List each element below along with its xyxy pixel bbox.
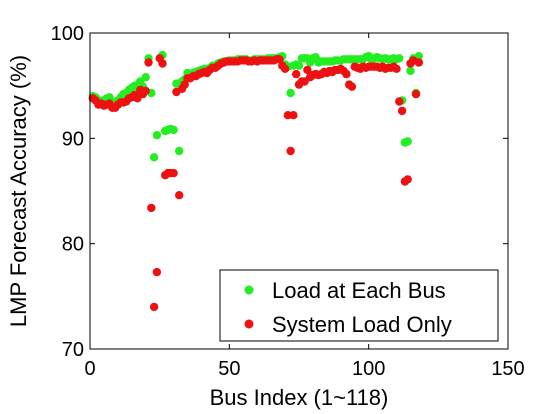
x-tick-label: 50 (218, 358, 240, 380)
data-point (294, 61, 304, 70)
x-axis-title: Bus Index (1~118) (210, 385, 389, 410)
data-point (147, 203, 156, 213)
data-point (275, 55, 284, 64)
y-tick-label: 90 (62, 128, 84, 150)
data-point (303, 65, 312, 75)
x-tick-label: 0 (84, 358, 95, 380)
data-point (292, 69, 301, 79)
data-point (397, 106, 407, 116)
data-point (158, 59, 167, 68)
data-point (175, 191, 184, 200)
data-point (403, 137, 412, 146)
data-point (395, 54, 404, 63)
data-point (175, 146, 184, 156)
data-point (141, 86, 150, 96)
data-point (149, 302, 159, 312)
data-point (286, 146, 295, 156)
data-point (152, 131, 162, 140)
legend-marker-load-at-each-bus (244, 285, 254, 295)
legend-label-system-load-only: System Load Only (272, 312, 452, 337)
data-point (280, 64, 290, 74)
data-point (149, 153, 159, 162)
data-point (347, 82, 357, 91)
axis-ticks-layer: 0 50 100 150 70 80 90 100 (51, 23, 525, 380)
y-tick-label: 100 (51, 23, 84, 45)
data-point (286, 88, 295, 98)
legend: Load at Each Bus System Load Only (219, 269, 499, 342)
legend-marker-system-load-only (244, 319, 254, 329)
data-point (414, 58, 423, 67)
data-point (144, 58, 153, 67)
series-system-load-only (88, 54, 423, 312)
legend-box (219, 269, 499, 342)
data-point (406, 66, 415, 76)
y-tick-label: 70 (62, 339, 84, 361)
data-point (289, 111, 298, 120)
data-point (169, 125, 178, 135)
data-point (141, 73, 150, 82)
data-point (169, 168, 178, 178)
y-axis-title: LMP Forecast Accuracy (%) (6, 55, 31, 327)
data-point (152, 267, 162, 277)
plot-area-frame (89, 32, 509, 350)
legend-label-load-at-each-bus: Load at Each Bus (272, 278, 446, 303)
data-point (342, 69, 351, 79)
y-tick-label: 80 (62, 234, 84, 256)
data-point (180, 80, 189, 89)
x-tick-label: 100 (352, 358, 385, 380)
data-point (392, 64, 401, 74)
data-point (403, 175, 412, 184)
data-points-layer (88, 50, 423, 312)
data-point (395, 97, 404, 106)
data-point (411, 89, 421, 99)
x-tick-label: 150 (491, 358, 524, 380)
